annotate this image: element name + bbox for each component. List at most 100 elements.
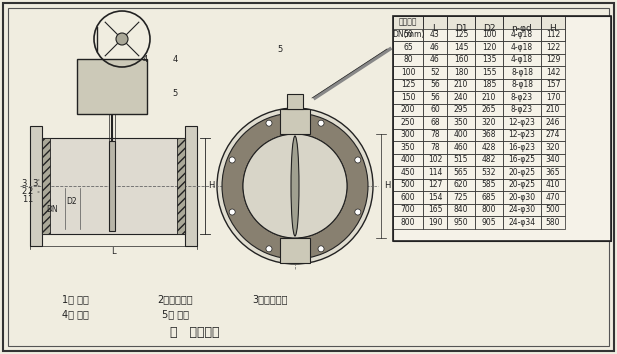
Text: 685: 685	[482, 193, 496, 202]
Text: 565: 565	[453, 168, 468, 177]
Bar	[423, 178, 447, 191]
Text: 1: 1	[27, 194, 33, 204]
Bar	[447, 216, 475, 228]
Bar	[475, 129, 503, 141]
Bar	[541, 178, 565, 191]
Circle shape	[229, 157, 235, 163]
Text: 725: 725	[453, 193, 468, 202]
Bar	[393, 204, 423, 216]
Circle shape	[266, 120, 272, 126]
Bar	[447, 191, 475, 204]
Bar	[503, 191, 541, 204]
Text: 800: 800	[401, 218, 415, 227]
Bar	[30, 126, 42, 246]
Text: H: H	[208, 182, 214, 190]
Bar	[541, 166, 565, 178]
Text: 56: 56	[430, 80, 440, 89]
Text: 120: 120	[482, 43, 496, 52]
Text: 24-φ34: 24-φ34	[508, 218, 536, 227]
Text: H: H	[550, 24, 557, 33]
Text: 840: 840	[453, 205, 468, 214]
Bar	[541, 216, 565, 228]
Bar	[447, 103, 475, 116]
Text: 170: 170	[546, 93, 560, 102]
Bar	[423, 116, 447, 129]
Text: 24-φ30: 24-φ30	[508, 205, 536, 214]
Text: 8-φ23: 8-φ23	[511, 93, 533, 102]
Bar	[423, 154, 447, 166]
Text: 102: 102	[428, 155, 442, 164]
Bar	[475, 53, 503, 66]
Bar	[541, 41, 565, 53]
Bar	[541, 53, 565, 66]
Text: 300: 300	[400, 130, 415, 139]
Bar	[475, 116, 503, 129]
Bar	[475, 154, 503, 166]
Bar	[393, 103, 423, 116]
Bar	[393, 41, 423, 53]
Text: 500: 500	[545, 205, 560, 214]
Text: D2: D2	[482, 24, 495, 33]
Text: 274: 274	[546, 130, 560, 139]
Bar	[177, 138, 185, 234]
Text: 154: 154	[428, 193, 442, 202]
Text: 180: 180	[454, 68, 468, 77]
Bar	[423, 166, 447, 178]
Text: 580: 580	[546, 218, 560, 227]
Bar	[447, 29, 475, 41]
Bar	[423, 29, 447, 41]
Text: 470: 470	[545, 193, 560, 202]
Bar	[541, 29, 565, 41]
Bar	[475, 103, 503, 116]
Bar	[447, 129, 475, 141]
Text: 8-φ23: 8-φ23	[511, 105, 533, 114]
Bar	[447, 79, 475, 91]
Text: 700: 700	[400, 205, 415, 214]
Text: 410: 410	[546, 180, 560, 189]
Text: DN: DN	[46, 206, 58, 215]
Bar	[423, 53, 447, 66]
Bar	[541, 91, 565, 103]
Bar	[503, 166, 541, 178]
Text: 265: 265	[482, 105, 496, 114]
Bar	[393, 129, 423, 141]
Text: 46: 46	[430, 43, 440, 52]
Bar	[393, 116, 423, 129]
Bar	[503, 41, 541, 53]
Bar	[475, 141, 503, 154]
Bar	[109, 141, 115, 231]
Bar	[423, 103, 447, 116]
Text: 122: 122	[546, 43, 560, 52]
Text: 12-φ23: 12-φ23	[508, 118, 536, 127]
Text: 4、 蜗轮: 4、 蜗轮	[62, 309, 88, 319]
Bar	[503, 103, 541, 116]
Text: L: L	[433, 24, 437, 33]
Text: 190: 190	[428, 218, 442, 227]
Bar	[475, 216, 503, 228]
Text: 68: 68	[430, 118, 440, 127]
Bar	[503, 154, 541, 166]
Text: 600: 600	[400, 193, 415, 202]
Bar	[503, 91, 541, 103]
Bar	[503, 178, 541, 191]
Bar	[423, 204, 447, 216]
Bar	[393, 66, 423, 79]
Text: 295: 295	[453, 105, 468, 114]
Text: 16-φ25: 16-φ25	[508, 155, 536, 164]
Text: 320: 320	[482, 118, 496, 127]
Bar	[393, 166, 423, 178]
Bar	[475, 16, 503, 41]
Bar	[447, 141, 475, 154]
Text: 43: 43	[430, 30, 440, 39]
Bar	[503, 116, 541, 129]
Bar	[280, 238, 310, 263]
Bar	[475, 79, 503, 91]
Bar	[475, 41, 503, 53]
Text: 210: 210	[546, 105, 560, 114]
Text: n-φd: n-φd	[511, 24, 532, 33]
Text: 400: 400	[453, 130, 468, 139]
Bar	[423, 129, 447, 141]
Text: 150: 150	[401, 93, 415, 102]
Bar	[541, 103, 565, 116]
Bar	[447, 178, 475, 191]
